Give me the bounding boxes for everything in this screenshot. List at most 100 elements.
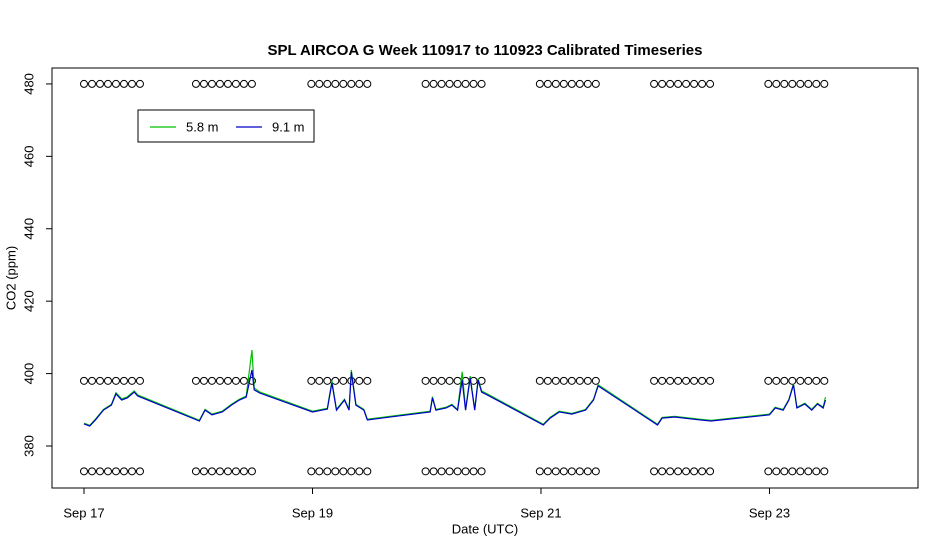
calibration-point: [445, 467, 454, 476]
calibration-point: [207, 79, 216, 88]
y-tick-label: 420: [21, 290, 36, 312]
calibration-point: [215, 467, 224, 476]
calibration-point: [674, 79, 683, 88]
calibration-point: [223, 467, 232, 476]
calibration-point: [199, 79, 208, 88]
calibration-point: [559, 467, 568, 476]
calibration-point: [307, 467, 316, 476]
calibration-point: [804, 79, 813, 88]
calibration-point: [543, 79, 552, 88]
calibration-point: [535, 467, 544, 476]
calibration-point: [682, 376, 691, 385]
calibration-point: [363, 467, 372, 476]
calibration-point: [788, 467, 797, 476]
calibration-point: [551, 79, 560, 88]
calibration-point: [79, 376, 88, 385]
calibration-point: [135, 467, 144, 476]
calibration-point: [231, 376, 240, 385]
calibration-point: [575, 467, 584, 476]
calibration-point: [111, 79, 120, 88]
calibration-point: [764, 467, 773, 476]
calibration-point: [698, 376, 707, 385]
calibration-point: [820, 467, 829, 476]
calibration-point: [437, 467, 446, 476]
series-line: [83, 349, 827, 427]
calibration-point: [772, 376, 781, 385]
calibration-point: [690, 467, 699, 476]
calibration-point: [199, 467, 208, 476]
calibration-point: [591, 79, 600, 88]
calibration-point: [79, 467, 88, 476]
calibration-point: [315, 79, 324, 88]
calibration-point: [690, 79, 699, 88]
calibration-point: [567, 376, 576, 385]
calibration-point: [682, 79, 691, 88]
calibration-point: [307, 376, 316, 385]
calibration-point: [363, 79, 372, 88]
chart-title: SPL AIRCOA G Week 110917 to 110923 Calib…: [268, 42, 703, 59]
y-tick-label: 440: [21, 218, 36, 240]
calibration-point: [103, 376, 112, 385]
calibration-point: [445, 79, 454, 88]
calibration-point: [207, 467, 216, 476]
calibration-point: [331, 467, 340, 476]
calibration-point: [780, 376, 789, 385]
calibration-point: [453, 79, 462, 88]
calibration-point: [323, 79, 332, 88]
calibration-point: [812, 467, 821, 476]
calibration-point: [355, 376, 364, 385]
calibration-point: [103, 79, 112, 88]
calibration-point: [111, 376, 120, 385]
calibration-point: [111, 467, 120, 476]
calibration-point: [119, 467, 128, 476]
calibration-point: [315, 376, 324, 385]
calibration-point: [119, 79, 128, 88]
calibration-point: [690, 376, 699, 385]
calibration-point: [559, 376, 568, 385]
calibration-point: [199, 376, 208, 385]
calibration-point: [698, 79, 707, 88]
calibration-point: [567, 79, 576, 88]
y-tick-label: 460: [21, 145, 36, 167]
calibration-point: [796, 376, 805, 385]
calibration-point: [658, 376, 667, 385]
calibration-point: [453, 467, 462, 476]
calibration-point: [191, 376, 200, 385]
calibration-point: [247, 79, 256, 88]
calibration-point: [453, 376, 462, 385]
calibration-point: [355, 467, 364, 476]
calibration-point: [666, 467, 675, 476]
y-tick-label: 380: [21, 435, 36, 457]
calibration-point: [666, 376, 675, 385]
calibration-point: [812, 376, 821, 385]
calibration-point: [764, 376, 773, 385]
calibration-point: [764, 79, 773, 88]
calibration-point: [95, 376, 104, 385]
calibration-point: [191, 79, 200, 88]
calibration-point: [575, 376, 584, 385]
x-axis-label: Date (UTC): [452, 521, 518, 536]
calibration-point: [820, 79, 829, 88]
calibration-point: [535, 79, 544, 88]
calibration-point: [788, 79, 797, 88]
calibration-point: [820, 376, 829, 385]
calibration-point: [772, 79, 781, 88]
calibration-point: [658, 467, 667, 476]
calibration-point: [429, 376, 438, 385]
calibration-point: [788, 376, 797, 385]
calibration-point: [477, 79, 486, 88]
calibration-point: [706, 467, 715, 476]
legend-box: [137, 109, 315, 143]
calibration-point: [437, 376, 446, 385]
calibration-point: [706, 79, 715, 88]
calibration-point: [780, 79, 789, 88]
calibration-point: [323, 376, 332, 385]
calibration-point: [666, 79, 675, 88]
calibration-point: [583, 376, 592, 385]
x-tick-label: Sep 19: [292, 505, 333, 520]
calibration-point: [796, 79, 805, 88]
calibration-point: [95, 467, 104, 476]
calibration-point: [535, 376, 544, 385]
